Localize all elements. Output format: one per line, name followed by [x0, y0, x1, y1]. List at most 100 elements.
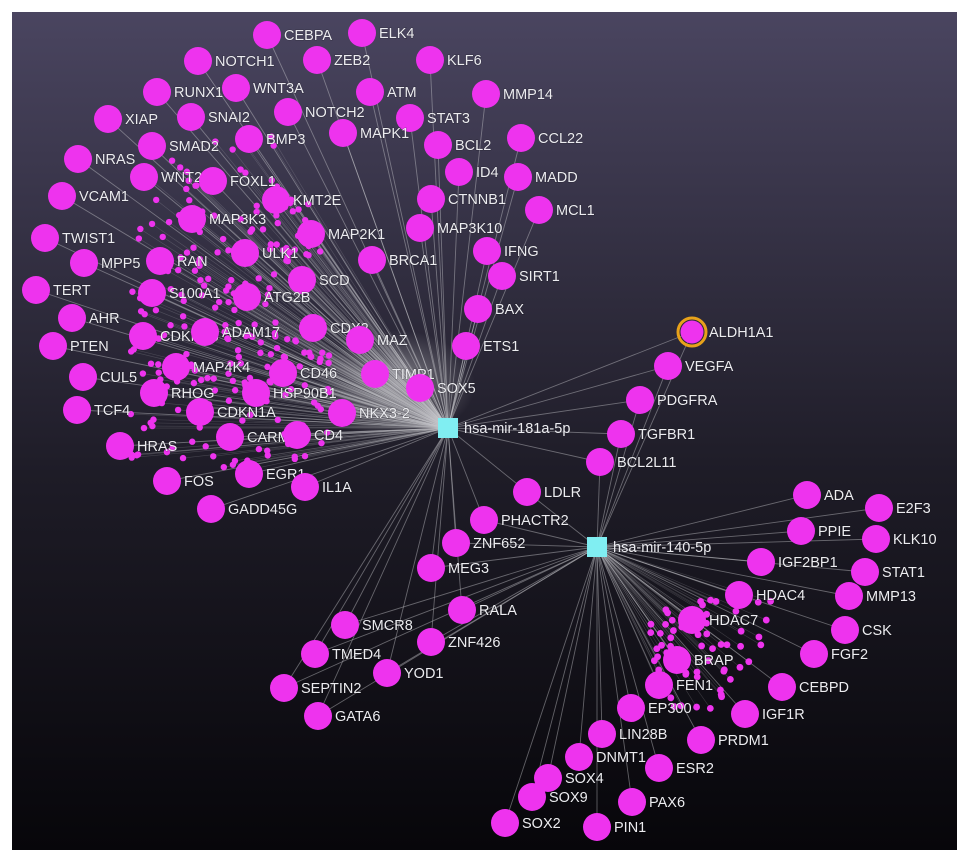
- minor-node[interactable]: [242, 169, 249, 176]
- gene-node-circle[interactable]: [513, 478, 541, 506]
- gene-node-circle[interactable]: [663, 646, 691, 674]
- minor-node[interactable]: [193, 182, 200, 189]
- minor-node[interactable]: [284, 335, 291, 343]
- minor-node[interactable]: [127, 410, 134, 418]
- gene-node[interactable]: E2F3: [865, 494, 931, 522]
- gene-node-circle[interactable]: [565, 743, 593, 771]
- minor-node[interactable]: [726, 675, 734, 683]
- minor-node[interactable]: [317, 406, 325, 413]
- gene-node[interactable]: MAPK1: [329, 119, 410, 147]
- gene-node[interactable]: MEG3: [417, 554, 490, 582]
- gene-node-circle[interactable]: [406, 214, 434, 242]
- minor-node[interactable]: [183, 168, 191, 175]
- gene-node[interactable]: NOTCH1: [184, 47, 275, 75]
- gene-node-circle[interactable]: [138, 279, 166, 307]
- minor-node[interactable]: [706, 704, 714, 712]
- gene-node-circle[interactable]: [106, 432, 134, 460]
- minor-node[interactable]: [225, 298, 232, 306]
- gene-node[interactable]: TCF4: [63, 396, 131, 424]
- minor-node[interactable]: [264, 291, 272, 298]
- minor-node[interactable]: [717, 691, 725, 699]
- minor-node[interactable]: [284, 254, 291, 261]
- gene-node[interactable]: ETS1: [452, 332, 520, 360]
- minor-node[interactable]: [180, 297, 187, 305]
- minor-node[interactable]: [212, 304, 219, 311]
- gene-node[interactable]: RUNX1: [143, 78, 224, 106]
- gene-node-circle[interactable]: [304, 702, 332, 730]
- gene-node-circle[interactable]: [645, 754, 673, 782]
- gene-node[interactable]: BRCA1: [358, 246, 438, 274]
- minor-node[interactable]: [287, 386, 295, 393]
- gene-node-circle[interactable]: [373, 659, 401, 687]
- gene-node-circle[interactable]: [129, 322, 157, 350]
- minor-node[interactable]: [664, 609, 672, 617]
- gene-node-circle[interactable]: [22, 276, 50, 304]
- gene-node-circle[interactable]: [654, 352, 682, 380]
- minor-node[interactable]: [231, 306, 238, 314]
- gene-node[interactable]: CD4: [283, 421, 344, 449]
- minor-node[interactable]: [179, 454, 187, 462]
- gene-node-circle[interactable]: [143, 78, 171, 106]
- gene-node[interactable]: ADA: [793, 481, 855, 509]
- minor-node[interactable]: [268, 177, 275, 184]
- gene-node[interactable]: STAT3: [396, 104, 470, 132]
- minor-node[interactable]: [137, 225, 144, 233]
- gene-node-circle[interactable]: [787, 517, 815, 545]
- gene-node-circle[interactable]: [297, 220, 325, 248]
- minor-node[interactable]: [291, 455, 298, 463]
- gene-node[interactable]: CCL22: [507, 124, 584, 152]
- minor-node[interactable]: [196, 255, 204, 263]
- gene-node[interactable]: CTNNB1: [417, 185, 507, 213]
- minor-node[interactable]: [307, 353, 314, 360]
- gene-node-circle[interactable]: [491, 809, 519, 837]
- mirna-node-square[interactable]: [587, 537, 607, 557]
- minor-node[interactable]: [133, 452, 140, 459]
- minor-node[interactable]: [255, 445, 263, 453]
- gene-node[interactable]: NKX3-2: [328, 399, 410, 427]
- gene-node-circle[interactable]: [235, 460, 263, 488]
- gene-node-circle[interactable]: [178, 205, 206, 233]
- minor-node[interactable]: [267, 351, 275, 358]
- minor-node[interactable]: [282, 391, 289, 399]
- minor-node[interactable]: [152, 196, 160, 204]
- minor-node[interactable]: [225, 247, 232, 254]
- minor-node[interactable]: [210, 212, 218, 219]
- minor-node[interactable]: [167, 322, 174, 329]
- gene-node[interactable]: MAZ: [346, 326, 408, 354]
- minor-node[interactable]: [266, 245, 274, 253]
- minor-node[interactable]: [148, 220, 156, 228]
- gene-node-circle[interactable]: [348, 19, 376, 47]
- gene-node[interactable]: ATM: [356, 78, 417, 106]
- minor-node[interactable]: [286, 249, 293, 256]
- minor-node[interactable]: [147, 419, 154, 427]
- gene-node[interactable]: SMCR8: [331, 611, 413, 639]
- gene-node-circle[interactable]: [645, 671, 673, 699]
- gene-node[interactable]: PRDM1: [687, 726, 769, 754]
- minor-node[interactable]: [163, 448, 171, 456]
- minor-node[interactable]: [239, 417, 246, 424]
- gene-node[interactable]: ATG2B: [233, 283, 311, 311]
- minor-node[interactable]: [147, 360, 155, 367]
- gene-node-circle[interactable]: [534, 764, 562, 792]
- gene-node-circle[interactable]: [58, 304, 86, 332]
- gene-node[interactable]: CEBPD: [768, 673, 849, 701]
- gene-node[interactable]: MAP3K10: [406, 214, 503, 242]
- minor-node[interactable]: [267, 241, 275, 248]
- gene-node-circle[interactable]: [800, 640, 828, 668]
- minor-node[interactable]: [255, 275, 262, 282]
- minor-node[interactable]: [253, 208, 260, 216]
- gene-node-circle[interactable]: [329, 119, 357, 147]
- gene-node[interactable]: PHACTR2: [470, 506, 569, 534]
- gene-node[interactable]: MADD: [504, 163, 578, 191]
- gene-node[interactable]: BCL2: [424, 131, 492, 159]
- minor-node[interactable]: [242, 332, 250, 340]
- gene-node[interactable]: CDX2: [299, 314, 369, 342]
- minor-node[interactable]: [647, 629, 655, 637]
- mirna-node[interactable]: hsa-mir-181a-5p: [438, 418, 570, 438]
- minor-node[interactable]: [662, 620, 669, 628]
- mirna-node[interactable]: hsa-mir-140-5p: [587, 537, 711, 557]
- minor-node[interactable]: [273, 241, 280, 248]
- minor-node[interactable]: [183, 249, 191, 256]
- minor-node[interactable]: [219, 235, 227, 243]
- gene-node-circle[interactable]: [197, 495, 225, 523]
